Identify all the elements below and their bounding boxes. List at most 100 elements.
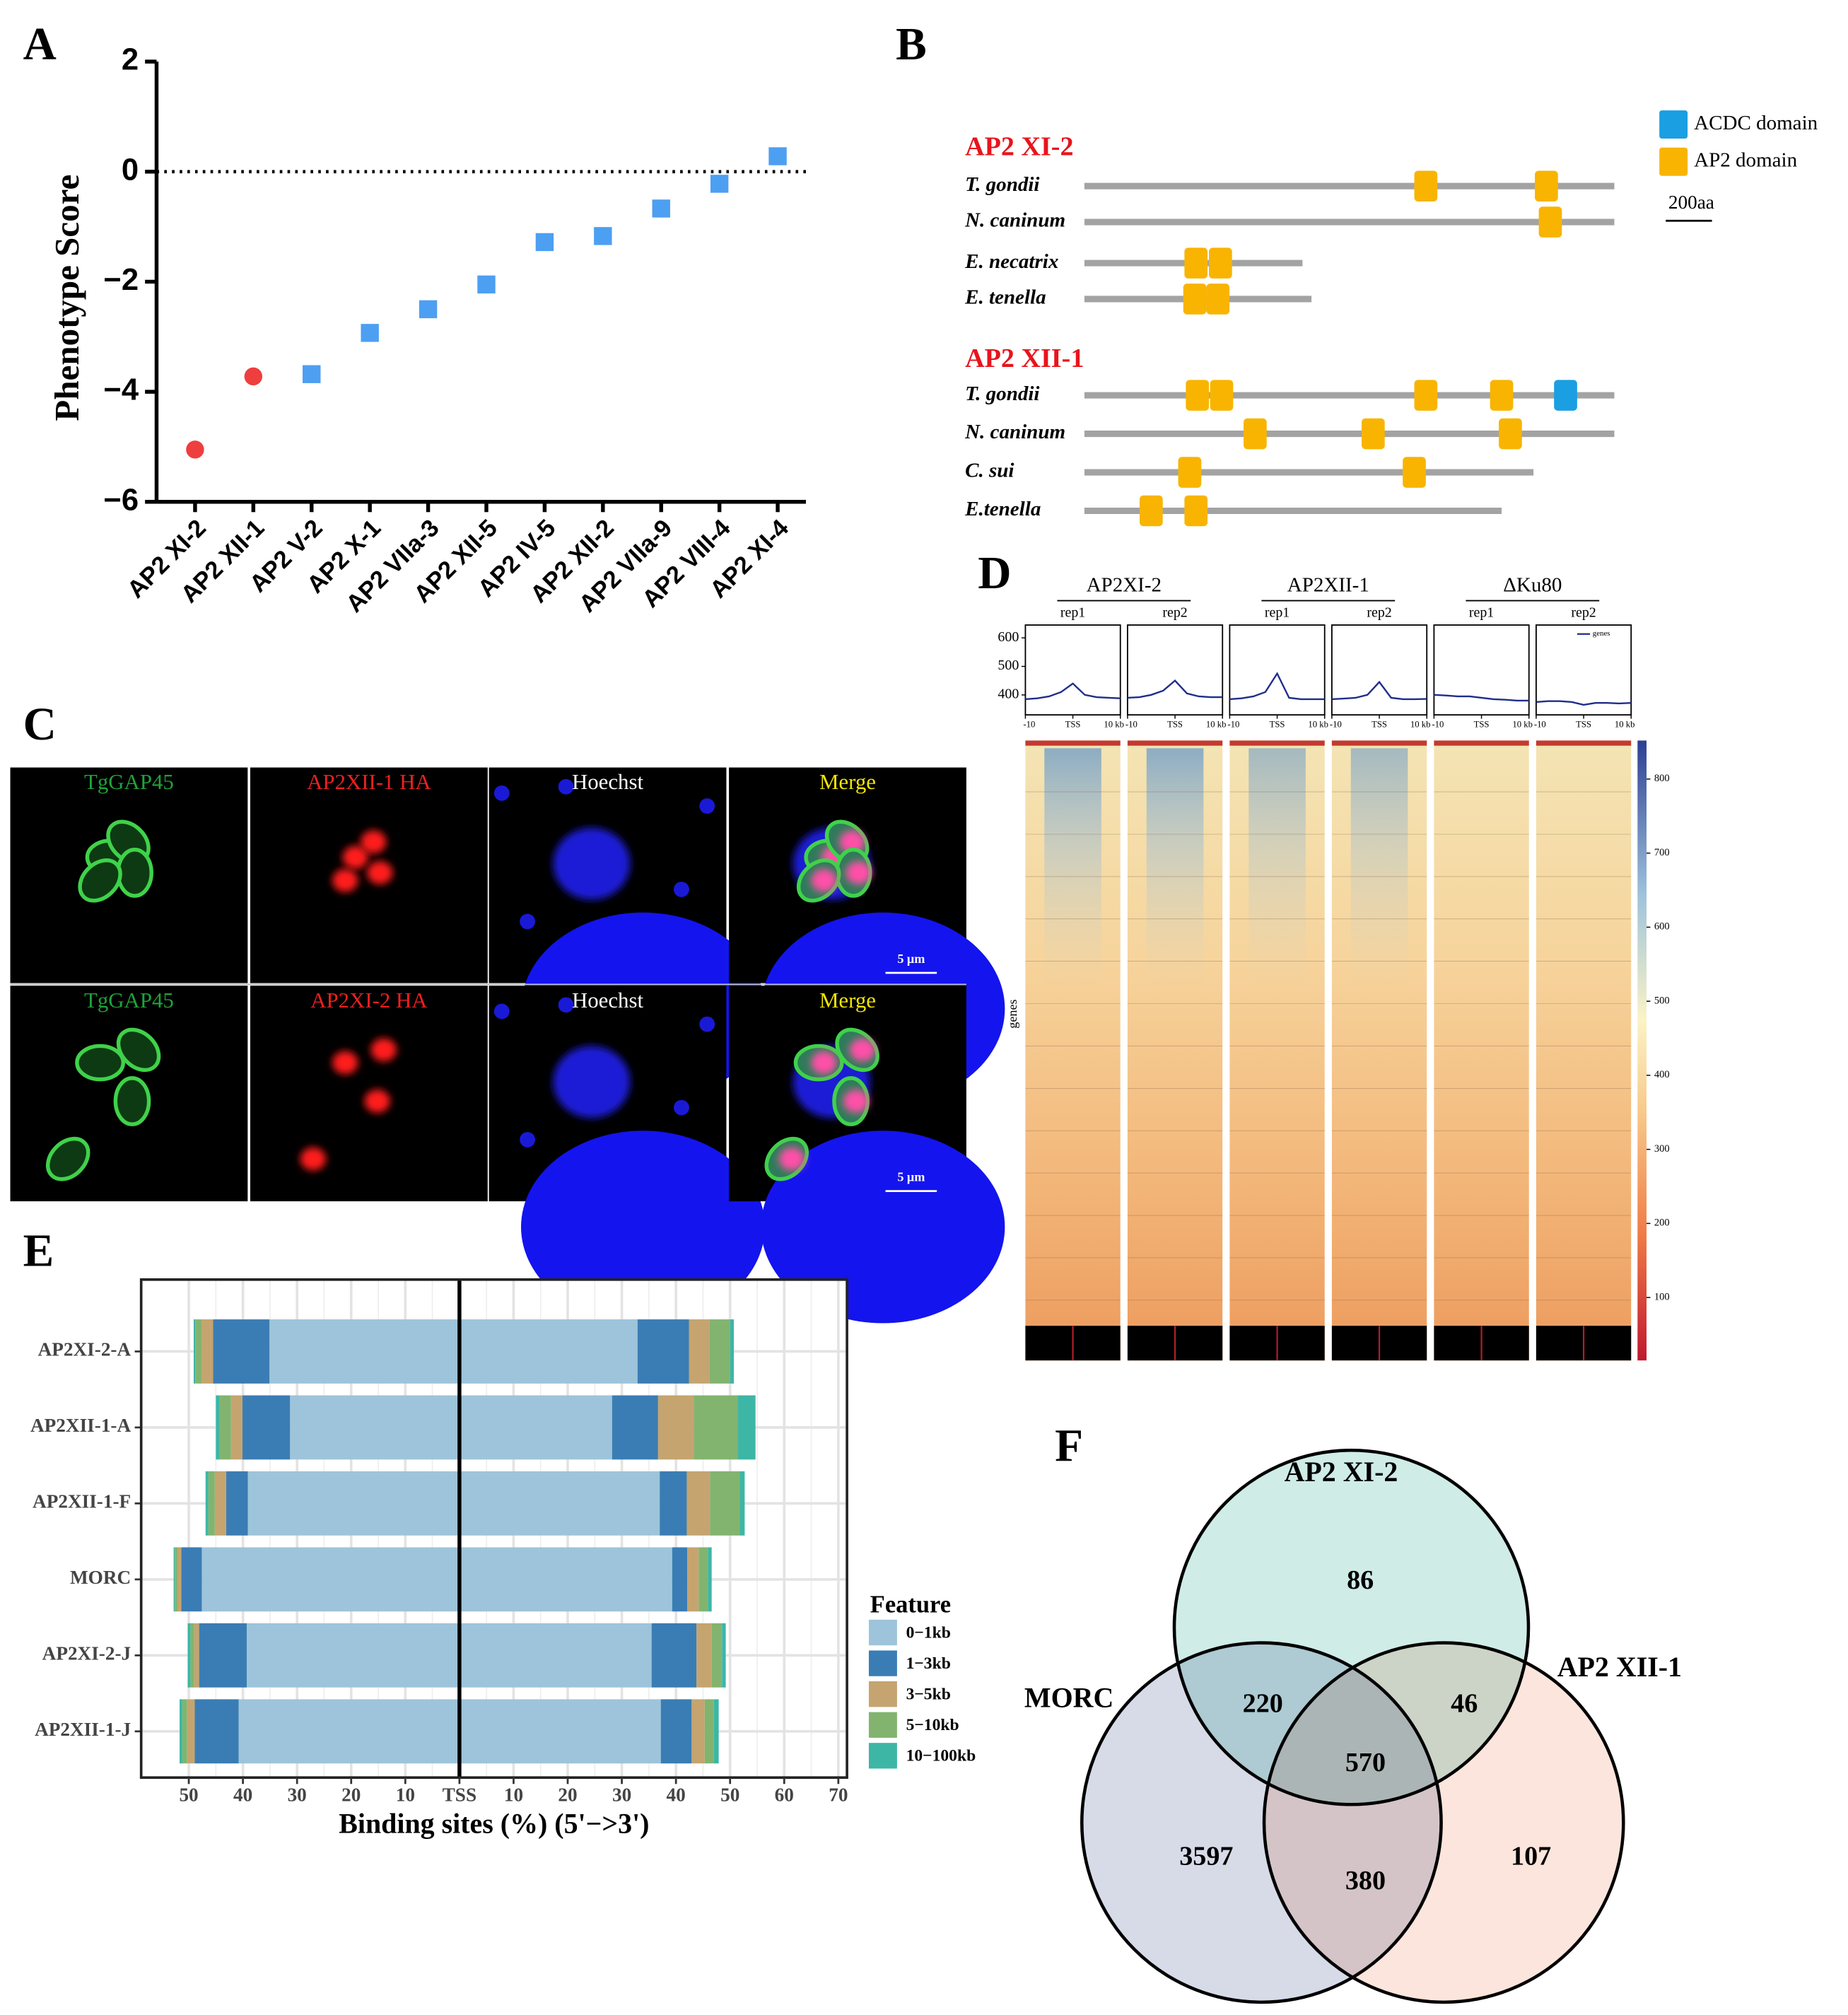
bar-segment — [193, 1319, 196, 1384]
nuclear-signal — [332, 1051, 358, 1075]
bar-segment — [219, 1395, 231, 1460]
point — [768, 147, 787, 165]
x-tick-label: 40 — [667, 1785, 686, 1806]
colorbar-tick-label: 200 — [1654, 1217, 1670, 1229]
set-circle — [1264, 1642, 1624, 2002]
group-title: AP2 XII-1 — [965, 344, 1084, 373]
nucleus-stain — [521, 1131, 765, 1324]
image-tile: Hoechst — [489, 986, 765, 1324]
bar-segment — [459, 1547, 672, 1612]
domain — [1184, 247, 1208, 279]
category-label: AP2XII-1-J — [35, 1719, 131, 1740]
x-tick-label: 10 kb — [1308, 720, 1328, 730]
profile-frame — [1126, 624, 1224, 716]
bar-segment — [230, 1395, 242, 1460]
domain — [1209, 247, 1232, 279]
bar-segment — [214, 1471, 226, 1536]
cell-outline — [75, 1044, 125, 1082]
bar-segment — [689, 1319, 710, 1384]
bar-segment — [180, 1699, 182, 1764]
domain — [1186, 380, 1210, 411]
point — [652, 199, 670, 218]
colorbar-tick-label: 300 — [1654, 1143, 1670, 1155]
species-name: N. caninum — [964, 421, 1065, 443]
colorbar-tick-label: 400 — [1654, 1069, 1670, 1080]
point — [477, 275, 496, 294]
profile-frame — [1433, 624, 1530, 716]
colorbar — [1637, 740, 1647, 1361]
set-label: AP2 XII-1 — [1557, 1651, 1682, 1683]
image-content — [300, 1038, 397, 1171]
bar-segment — [177, 1547, 182, 1612]
domain — [1554, 380, 1577, 411]
bar-segment — [704, 1699, 714, 1764]
bar-segment — [201, 1547, 460, 1612]
species-name: T. gondii — [965, 173, 1039, 196]
category-label: AP2XII-1-A — [30, 1415, 131, 1436]
region-count: 570 — [1345, 1748, 1386, 1777]
colorbar-tick-label: 700 — [1654, 847, 1670, 858]
category-label: AP2XII-1-F — [33, 1491, 131, 1512]
channel-label: TgGAP45 — [84, 988, 174, 1012]
category-label: MORC — [70, 1567, 131, 1588]
domain — [1499, 418, 1522, 450]
stain-speck — [558, 778, 574, 795]
heatmap-top-band — [1536, 740, 1632, 746]
x-tick-label: TSS — [1474, 720, 1490, 730]
region-count: 86 — [1347, 1565, 1374, 1595]
point — [594, 227, 612, 245]
scale-label: 5 μm — [897, 1170, 925, 1184]
bar-segment — [711, 1623, 723, 1688]
bar-segment — [739, 1471, 745, 1536]
profile-frame — [1331, 624, 1428, 716]
nucleus-stain — [553, 827, 631, 900]
profile-line — [1229, 672, 1325, 701]
heatmap-top-band — [1025, 740, 1121, 746]
domain — [1184, 495, 1208, 527]
legend-swatch — [868, 1712, 897, 1738]
y-axis-label: Phenotype Score — [47, 175, 86, 421]
bar-segment — [612, 1395, 658, 1460]
nuclear-signal — [364, 1090, 390, 1113]
legend-label: 5−10kb — [906, 1716, 959, 1734]
cell-outline — [116, 847, 153, 898]
y-tick-label: −4 — [103, 373, 139, 407]
x-tick-label: 30 — [288, 1785, 307, 1806]
colorbar-tick-label: 800 — [1654, 773, 1670, 784]
set-outline — [1080, 1641, 1443, 2004]
x-tick-label: 10 kb — [1410, 720, 1431, 730]
bar-segment — [459, 1471, 660, 1536]
profile-frame — [1229, 624, 1326, 716]
bar-segment — [687, 1547, 699, 1612]
x-tick-label: 50 — [179, 1785, 198, 1806]
panel-letter: B — [896, 19, 927, 70]
bar-segment — [737, 1395, 756, 1460]
bar-segment — [637, 1319, 689, 1384]
bar-segment — [182, 1699, 187, 1764]
bar-segment — [730, 1319, 735, 1384]
legend-swatch — [1659, 110, 1688, 139]
region-count: 107 — [1511, 1841, 1551, 1871]
bar-segment — [175, 1547, 177, 1612]
heatmap-top-band — [1331, 740, 1427, 746]
set-outline — [1262, 1641, 1625, 2004]
image-content — [78, 819, 153, 903]
legend-label: genes — [1593, 629, 1610, 638]
bar-segment — [660, 1471, 687, 1536]
x-tick-label: 30 — [612, 1785, 631, 1806]
profile-line — [1127, 679, 1223, 699]
stain-speck — [493, 1003, 510, 1020]
nuclear-signal — [300, 1147, 327, 1171]
legend-label: 10−100kb — [906, 1747, 976, 1765]
x-tick-label: 10 kb — [1206, 720, 1227, 730]
domain — [1490, 380, 1514, 411]
nuclear-signal — [839, 830, 865, 854]
domain — [1414, 380, 1438, 411]
nuclear-signal — [843, 1090, 869, 1113]
nuclear-signal — [811, 868, 837, 892]
image-tile: AP2XII-1 HA — [250, 767, 488, 983]
sample-label: rep2 — [1367, 604, 1391, 620]
domain — [1178, 457, 1202, 488]
panel-letter: A — [23, 19, 57, 70]
